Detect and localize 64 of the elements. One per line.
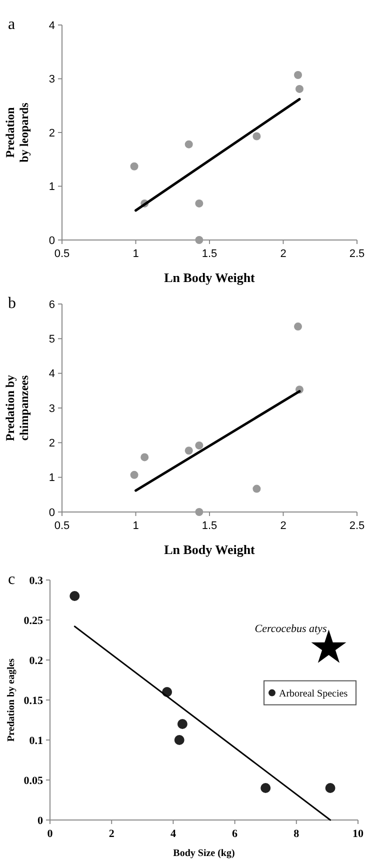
x-tick-label: 8 <box>294 828 300 840</box>
point <box>195 199 204 208</box>
x-tick-label: 2 <box>108 828 115 840</box>
y-tick-label: 1 <box>48 472 55 484</box>
point <box>174 735 184 745</box>
y-axis-title: Predation by chimpanzees <box>3 374 31 442</box>
x-axis-title: Body Size (kg) <box>173 848 235 859</box>
chart-title: c <box>8 571 16 588</box>
x-axis-title: Ln Body Weight <box>164 542 256 557</box>
point <box>184 446 193 455</box>
x-axis-title: Ln Body Weight <box>164 270 256 285</box>
y-tick-label: 4 <box>48 20 55 32</box>
point <box>195 508 204 516</box>
point <box>294 322 302 331</box>
x-tick-label: 1 <box>132 248 139 260</box>
point <box>252 484 261 493</box>
y-tick-label: 0 <box>48 234 55 247</box>
y-tick-label: 0.3 <box>29 574 44 587</box>
y-tick-label: 0.15 <box>24 694 44 707</box>
y-tick-label: 4 <box>48 368 55 380</box>
y-axis-title: Predation by leopards <box>3 102 31 162</box>
x-tick-label: 6 <box>232 828 238 840</box>
point <box>70 591 80 601</box>
x-tick-label: 0.5 <box>54 248 70 260</box>
legend-label: Arboreal Species <box>279 688 348 700</box>
y-tick-label: 0 <box>38 814 44 827</box>
y-tick-label: 6 <box>48 298 55 311</box>
x-tick-label: 4 <box>170 828 176 840</box>
y-tick-label: 3 <box>48 74 55 86</box>
x-tick-label: 1 <box>132 520 139 532</box>
y-tick-label: 0.25 <box>24 614 44 627</box>
point <box>294 70 302 79</box>
y-tick-label: 3 <box>48 402 55 415</box>
y-tick-label: 1 <box>48 181 55 194</box>
point <box>295 84 304 93</box>
chart-title: a <box>8 16 16 33</box>
y-tick-label: 2 <box>48 127 55 140</box>
point <box>260 783 271 793</box>
x-tick-label: 2.5 <box>349 248 365 260</box>
point <box>184 140 193 148</box>
y-tick-label: 0.1 <box>29 734 43 747</box>
point <box>195 441 204 450</box>
point <box>252 132 261 140</box>
y-tick-label: 0.05 <box>24 774 44 787</box>
x-tick-label: 2 <box>280 248 286 260</box>
y-axis-title: Predation by eagles <box>6 658 17 742</box>
x-tick-label: 2.5 <box>349 520 365 532</box>
chart-title: b <box>8 295 16 312</box>
point <box>140 453 149 462</box>
point <box>325 783 336 793</box>
point <box>195 236 204 244</box>
y-tick-label: 0.2 <box>29 654 44 667</box>
annotation: Cercocebus atys <box>254 623 327 635</box>
x-tick-label: 1.5 <box>202 520 218 532</box>
x-tick-label: 0.5 <box>54 520 70 532</box>
point <box>177 719 188 729</box>
y-tick-label: 2 <box>48 438 55 450</box>
point <box>130 470 138 479</box>
x-tick-label: 2 <box>280 520 286 532</box>
x-tick-label: 10 <box>352 828 364 840</box>
y-tick-label: 0 <box>48 506 55 519</box>
x-tick-label: 1.5 <box>202 248 218 260</box>
y-tick-label: 5 <box>48 334 55 346</box>
point <box>130 162 138 170</box>
